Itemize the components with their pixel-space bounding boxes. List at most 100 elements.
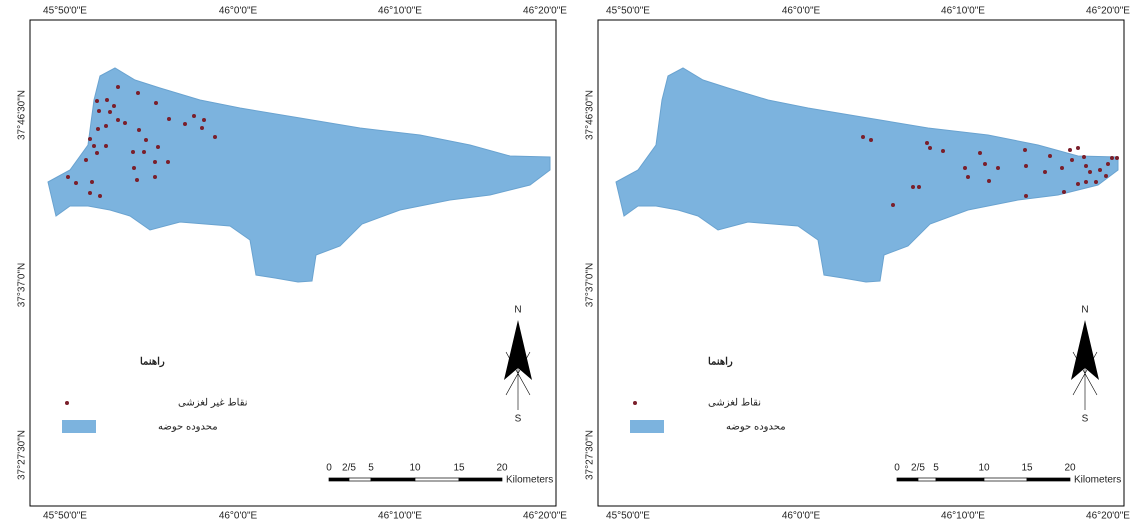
left-coord-label: 37°37'0"N <box>17 263 28 308</box>
point <box>983 162 987 166</box>
point <box>97 109 101 113</box>
point <box>1082 155 1086 159</box>
point <box>116 118 120 122</box>
scale-tick-label: 20 <box>1064 463 1076 474</box>
point <box>1084 180 1088 184</box>
point <box>869 138 873 142</box>
point <box>1106 162 1110 166</box>
scale-unit: Kilometers <box>1074 475 1121 486</box>
point <box>183 122 187 126</box>
scale-segment <box>917 477 937 482</box>
scale-segment <box>348 477 372 482</box>
point <box>1115 156 1119 160</box>
scale-tick-label: 2/5 <box>911 463 925 474</box>
scale-segment <box>458 477 503 482</box>
point <box>1098 168 1102 172</box>
point <box>963 166 967 170</box>
point <box>116 85 120 89</box>
legend-points-label: نقاط لغزشی <box>708 398 761 409</box>
point <box>142 150 146 154</box>
point <box>95 99 99 103</box>
map-panel: 45°50'0"E 46°0'0"E 46°10'0"E 46°20'0"E 45°50… <box>585 6 1131 522</box>
scale-tick-label: 2/5 <box>342 463 356 474</box>
point <box>166 160 170 164</box>
point <box>92 144 96 148</box>
scale-tick-label: 10 <box>978 463 990 474</box>
top-coord-label: 46°10'0"E <box>941 6 985 17</box>
left-coord-label: 37°46'30"N <box>17 90 28 140</box>
scale-segment <box>370 477 416 482</box>
left-coord-label: 37°27'30"N <box>17 430 28 480</box>
left-coord-label: 37°37'0"N <box>585 263 596 308</box>
point <box>1076 182 1080 186</box>
legend-points-label: نقاط غیر لغزشی <box>178 398 248 409</box>
top-coord-label: 46°10'0"E <box>378 6 422 17</box>
point <box>108 110 112 114</box>
scale-segment <box>983 477 1028 482</box>
north-arrow-tail <box>505 351 531 410</box>
bottom-coord-label: 45°50'0"E <box>606 511 650 522</box>
point <box>1084 164 1088 168</box>
point <box>891 203 895 207</box>
point <box>1110 156 1114 160</box>
bottom-coord-label: 45°50'0"E <box>43 511 87 522</box>
point <box>1048 154 1052 158</box>
point <box>911 185 915 189</box>
point <box>137 128 141 132</box>
bottom-coord-label: 46°10'0"E <box>378 511 422 522</box>
point <box>917 185 921 189</box>
north-label: N <box>514 305 521 316</box>
point <box>925 141 929 145</box>
point <box>1060 166 1064 170</box>
basin-area <box>615 67 1119 283</box>
map-panel: 45°50'0"E 46°0'0"E 46°10'0"E 46°20'0"E 45°50… <box>17 6 568 522</box>
point <box>1024 164 1028 168</box>
point <box>987 179 991 183</box>
point <box>1068 148 1072 152</box>
north-label: N <box>1081 305 1088 316</box>
point <box>105 98 109 102</box>
point <box>1070 158 1074 162</box>
legend-point <box>65 401 69 405</box>
point <box>996 166 1000 170</box>
legend-area-label: محدوده حوضه <box>158 422 218 433</box>
point <box>95 151 99 155</box>
point <box>144 138 148 142</box>
scale-segment <box>896 477 919 482</box>
point <box>90 180 94 184</box>
point <box>153 160 157 164</box>
basin-area <box>47 67 551 283</box>
north-arrow <box>1071 320 1099 380</box>
point <box>88 137 92 141</box>
point <box>167 117 171 121</box>
point <box>66 175 70 179</box>
point <box>98 194 102 198</box>
point <box>966 175 970 179</box>
scale-tick-label: 5 <box>368 463 374 474</box>
scale-tick-label: 15 <box>1021 463 1033 474</box>
top-coord-label: 45°50'0"E <box>43 6 87 17</box>
bottom-coord-label: 46°20'0"E <box>1086 511 1130 522</box>
scale-segment <box>328 477 350 482</box>
point <box>156 145 160 149</box>
point <box>104 124 108 128</box>
bottom-coord-label: 46°0'0"E <box>782 511 821 522</box>
point <box>978 151 982 155</box>
point <box>1043 170 1047 174</box>
legend-area-swatch <box>62 420 96 433</box>
bottom-coord-label: 46°10'0"E <box>941 511 985 522</box>
point <box>1104 174 1108 178</box>
point <box>88 191 92 195</box>
scale-tick-label: 15 <box>453 463 465 474</box>
scale-segment <box>935 477 985 482</box>
scale-tick-label: 10 <box>409 463 421 474</box>
point <box>192 114 196 118</box>
point <box>112 104 116 108</box>
point <box>135 178 139 182</box>
point <box>153 175 157 179</box>
point <box>154 101 158 105</box>
point <box>131 150 135 154</box>
scale-tick-label: 0 <box>894 463 900 474</box>
point <box>104 144 108 148</box>
scale-unit: Kilometers <box>506 475 553 486</box>
